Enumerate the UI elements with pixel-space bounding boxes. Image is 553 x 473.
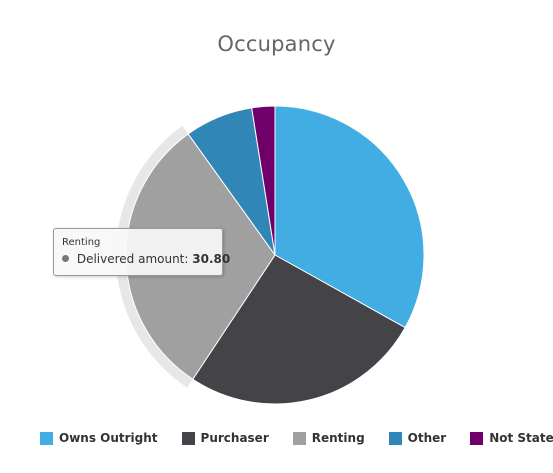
legend-label: Purchaser — [200, 431, 269, 445]
legend-item-not-stated[interactable]: Not Stated — [470, 431, 553, 445]
legend-label: Owns Outright — [59, 431, 158, 445]
legend-item-purchaser[interactable]: Purchaser — [181, 431, 269, 445]
chart-title: Occupancy — [217, 32, 336, 56]
pie-slice-owns-outright[interactable] — [274, 105, 425, 329]
tooltip-series-label: Delivered amount: — [76, 252, 189, 266]
legend-item-owns-outright[interactable]: Owns Outright — [40, 431, 158, 445]
legend-label: Renting — [311, 431, 365, 445]
legend-item-renting[interactable]: Renting — [292, 431, 365, 445]
tooltip-row: Delivered amount: 30.80 — [62, 252, 230, 266]
legend-swatch — [181, 431, 195, 445]
pie-slice-purchaser[interactable] — [192, 254, 406, 405]
legend-swatch — [388, 431, 402, 445]
tooltip-value: 30.80 — [192, 252, 231, 266]
legend-item-other[interactable]: Other — [388, 431, 447, 445]
legend-label: Other — [407, 431, 447, 445]
legend: Owns Outright Purchaser Renting Other Not St… — [40, 430, 553, 446]
legend-swatch — [292, 431, 306, 445]
legend-label: Not Stated — [489, 431, 553, 445]
legend-swatch — [40, 431, 53, 445]
tooltip: Renting Delivered amount: 30.80 — [53, 228, 230, 276]
legend-swatch — [470, 431, 484, 445]
tooltip-header: Renting — [62, 237, 101, 248]
tooltip-series-dot — [62, 255, 69, 262]
pie-slice-not-stated[interactable] — [251, 105, 276, 256]
